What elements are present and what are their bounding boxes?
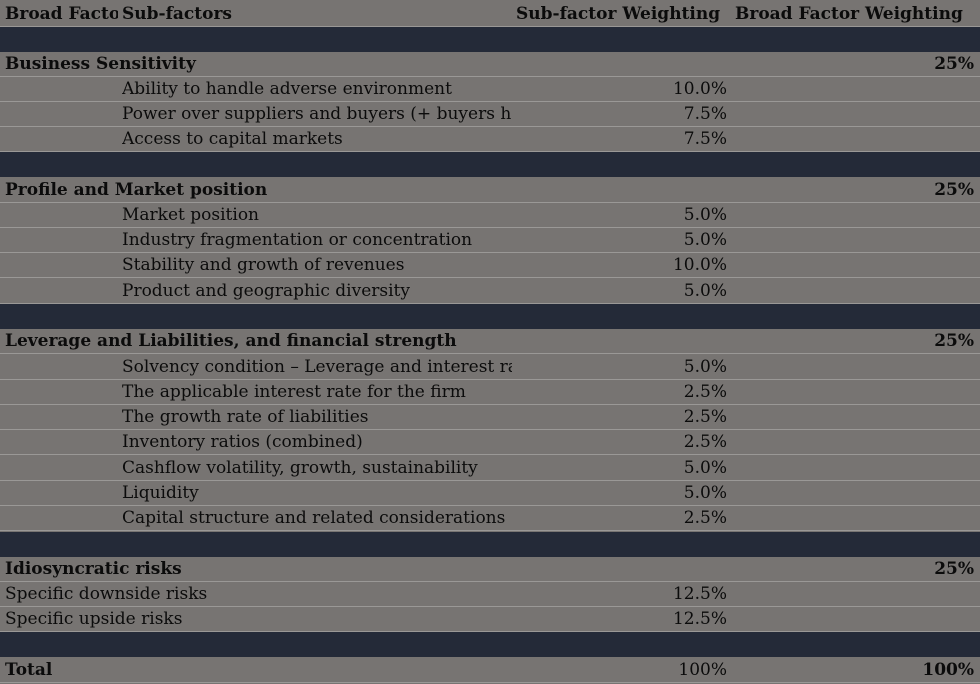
sub-factor-label[interactable]: Capital structure and related considerat… (122, 508, 506, 528)
table-row: The growth rate of liabilities 2.5% (0, 405, 980, 430)
sub-factor-weight[interactable]: 5.0% (683, 357, 727, 377)
sub-factor-label[interactable]: Access to capital markets (122, 129, 343, 149)
table-row: Specific upside risks 12.5% (0, 607, 980, 632)
sub-factor-weight[interactable]: 5.0% (683, 205, 727, 225)
section-row: Business Sensitivity 25% (0, 52, 980, 77)
header-broad-factor[interactable]: Broad Factors (5, 4, 118, 24)
sub-factor-weight[interactable]: 5.0% (683, 458, 727, 478)
section-weight[interactable]: 25% (934, 331, 974, 351)
total-row: Total 100% 100% (0, 658, 980, 683)
sub-factor-weight[interactable]: 5.0% (683, 281, 727, 301)
table-row: Capital structure and related considerat… (0, 506, 980, 531)
section-title[interactable]: Idiosyncratic risks (5, 559, 182, 579)
sub-factor-label[interactable]: Stability and growth of revenues (122, 255, 405, 275)
sub-factor-label[interactable]: Specific downside risks (5, 584, 208, 604)
header-sub-weight[interactable]: Sub-factor Weighting (516, 4, 721, 24)
section-title[interactable]: Leverage and Liabilities, and financial … (5, 331, 457, 351)
sub-factor-label[interactable]: Product and geographic diversity (122, 281, 410, 301)
section-row: Idiosyncratic risks 25% (0, 557, 980, 582)
table-row: Power over suppliers and buyers (+ buyer… (0, 102, 980, 127)
sub-factor-weight[interactable]: 5.0% (683, 230, 727, 250)
table-row: Solvency condition – Leverage and intere… (0, 355, 980, 380)
table-row: Stability and growth of revenues 10.0% (0, 253, 980, 278)
sub-factor-weight[interactable]: 2.5% (683, 407, 727, 427)
section-weight[interactable]: 25% (934, 559, 974, 579)
sub-factor-weight[interactable]: 2.5% (683, 432, 727, 452)
sub-factor-label[interactable]: Inventory ratios (combined) (122, 432, 363, 452)
header-sub-factors[interactable]: Sub-factors (122, 4, 232, 24)
section-row: Leverage and Liabilities, and financial … (0, 329, 980, 354)
sub-factor-weight[interactable]: 10.0% (672, 79, 727, 99)
sub-factor-weight[interactable]: 12.5% (672, 584, 727, 604)
total-broad-weight[interactable]: 100% (922, 660, 974, 680)
separator-row (0, 27, 980, 52)
sub-factor-label[interactable]: Ability to handle adverse environment (122, 79, 452, 99)
sub-factor-weight[interactable]: 2.5% (683, 508, 727, 528)
section-title[interactable]: Profile and Market position (5, 180, 268, 200)
table-row: Ability to handle adverse environment 10… (0, 77, 980, 102)
header-broad-weight[interactable]: Broad Factor Weighting (735, 4, 963, 24)
separator-row (0, 152, 980, 177)
sub-factor-weight[interactable]: 12.5% (672, 609, 727, 629)
table-row: Inventory ratios (combined) 2.5% (0, 430, 980, 455)
sub-factor-label[interactable]: Specific upside risks (5, 609, 183, 629)
separator-row (0, 632, 980, 657)
sub-factor-label[interactable]: Industry fragmentation or concentration (122, 230, 473, 250)
table-row: Product and geographic diversity 5.0% (0, 279, 980, 304)
sub-factor-label[interactable]: Cashflow volatility, growth, sustainabil… (122, 458, 478, 478)
section-weight[interactable]: 25% (934, 180, 974, 200)
sub-factor-label[interactable]: Market position (122, 205, 259, 225)
sub-factor-weight[interactable]: 2.5% (683, 382, 727, 402)
total-label[interactable]: Total (5, 660, 53, 680)
sub-factor-label[interactable]: Power over suppliers and buyers (+ buyer… (122, 104, 512, 124)
header-row: Broad Factors Sub-factors Sub-factor Wei… (0, 2, 980, 27)
sub-factor-weight[interactable]: 7.5% (683, 104, 727, 124)
table-row: Industry fragmentation or concentration … (0, 228, 980, 253)
sub-factor-label[interactable]: Solvency condition – Leverage and intere… (122, 357, 512, 377)
section-title[interactable]: Business Sensitivity (5, 54, 196, 74)
section-weight[interactable]: 25% (934, 54, 974, 74)
section-row: Profile and Market position 25% (0, 178, 980, 203)
sub-factor-weight[interactable]: 7.5% (683, 129, 727, 149)
sub-factor-weight[interactable]: 10.0% (672, 255, 727, 275)
table-row: Access to capital markets 7.5% (0, 127, 980, 152)
table-row: Liquidity 5.0% (0, 481, 980, 506)
sub-factor-label[interactable]: Liquidity (122, 483, 199, 503)
table-row: The applicable interest rate for the fir… (0, 380, 980, 405)
sub-factor-label[interactable]: The growth rate of liabilities (122, 407, 369, 427)
separator-row (0, 304, 980, 329)
table-row: Cashflow volatility, growth, sustainabil… (0, 456, 980, 481)
total-sub-weight[interactable]: 100% (678, 660, 727, 680)
table-row: Market position 5.0% (0, 203, 980, 228)
sub-factor-weight[interactable]: 5.0% (683, 483, 727, 503)
table-row: Specific downside risks 12.5% (0, 582, 980, 607)
sub-factor-label[interactable]: The applicable interest rate for the fir… (122, 382, 466, 402)
separator-row (0, 532, 980, 557)
